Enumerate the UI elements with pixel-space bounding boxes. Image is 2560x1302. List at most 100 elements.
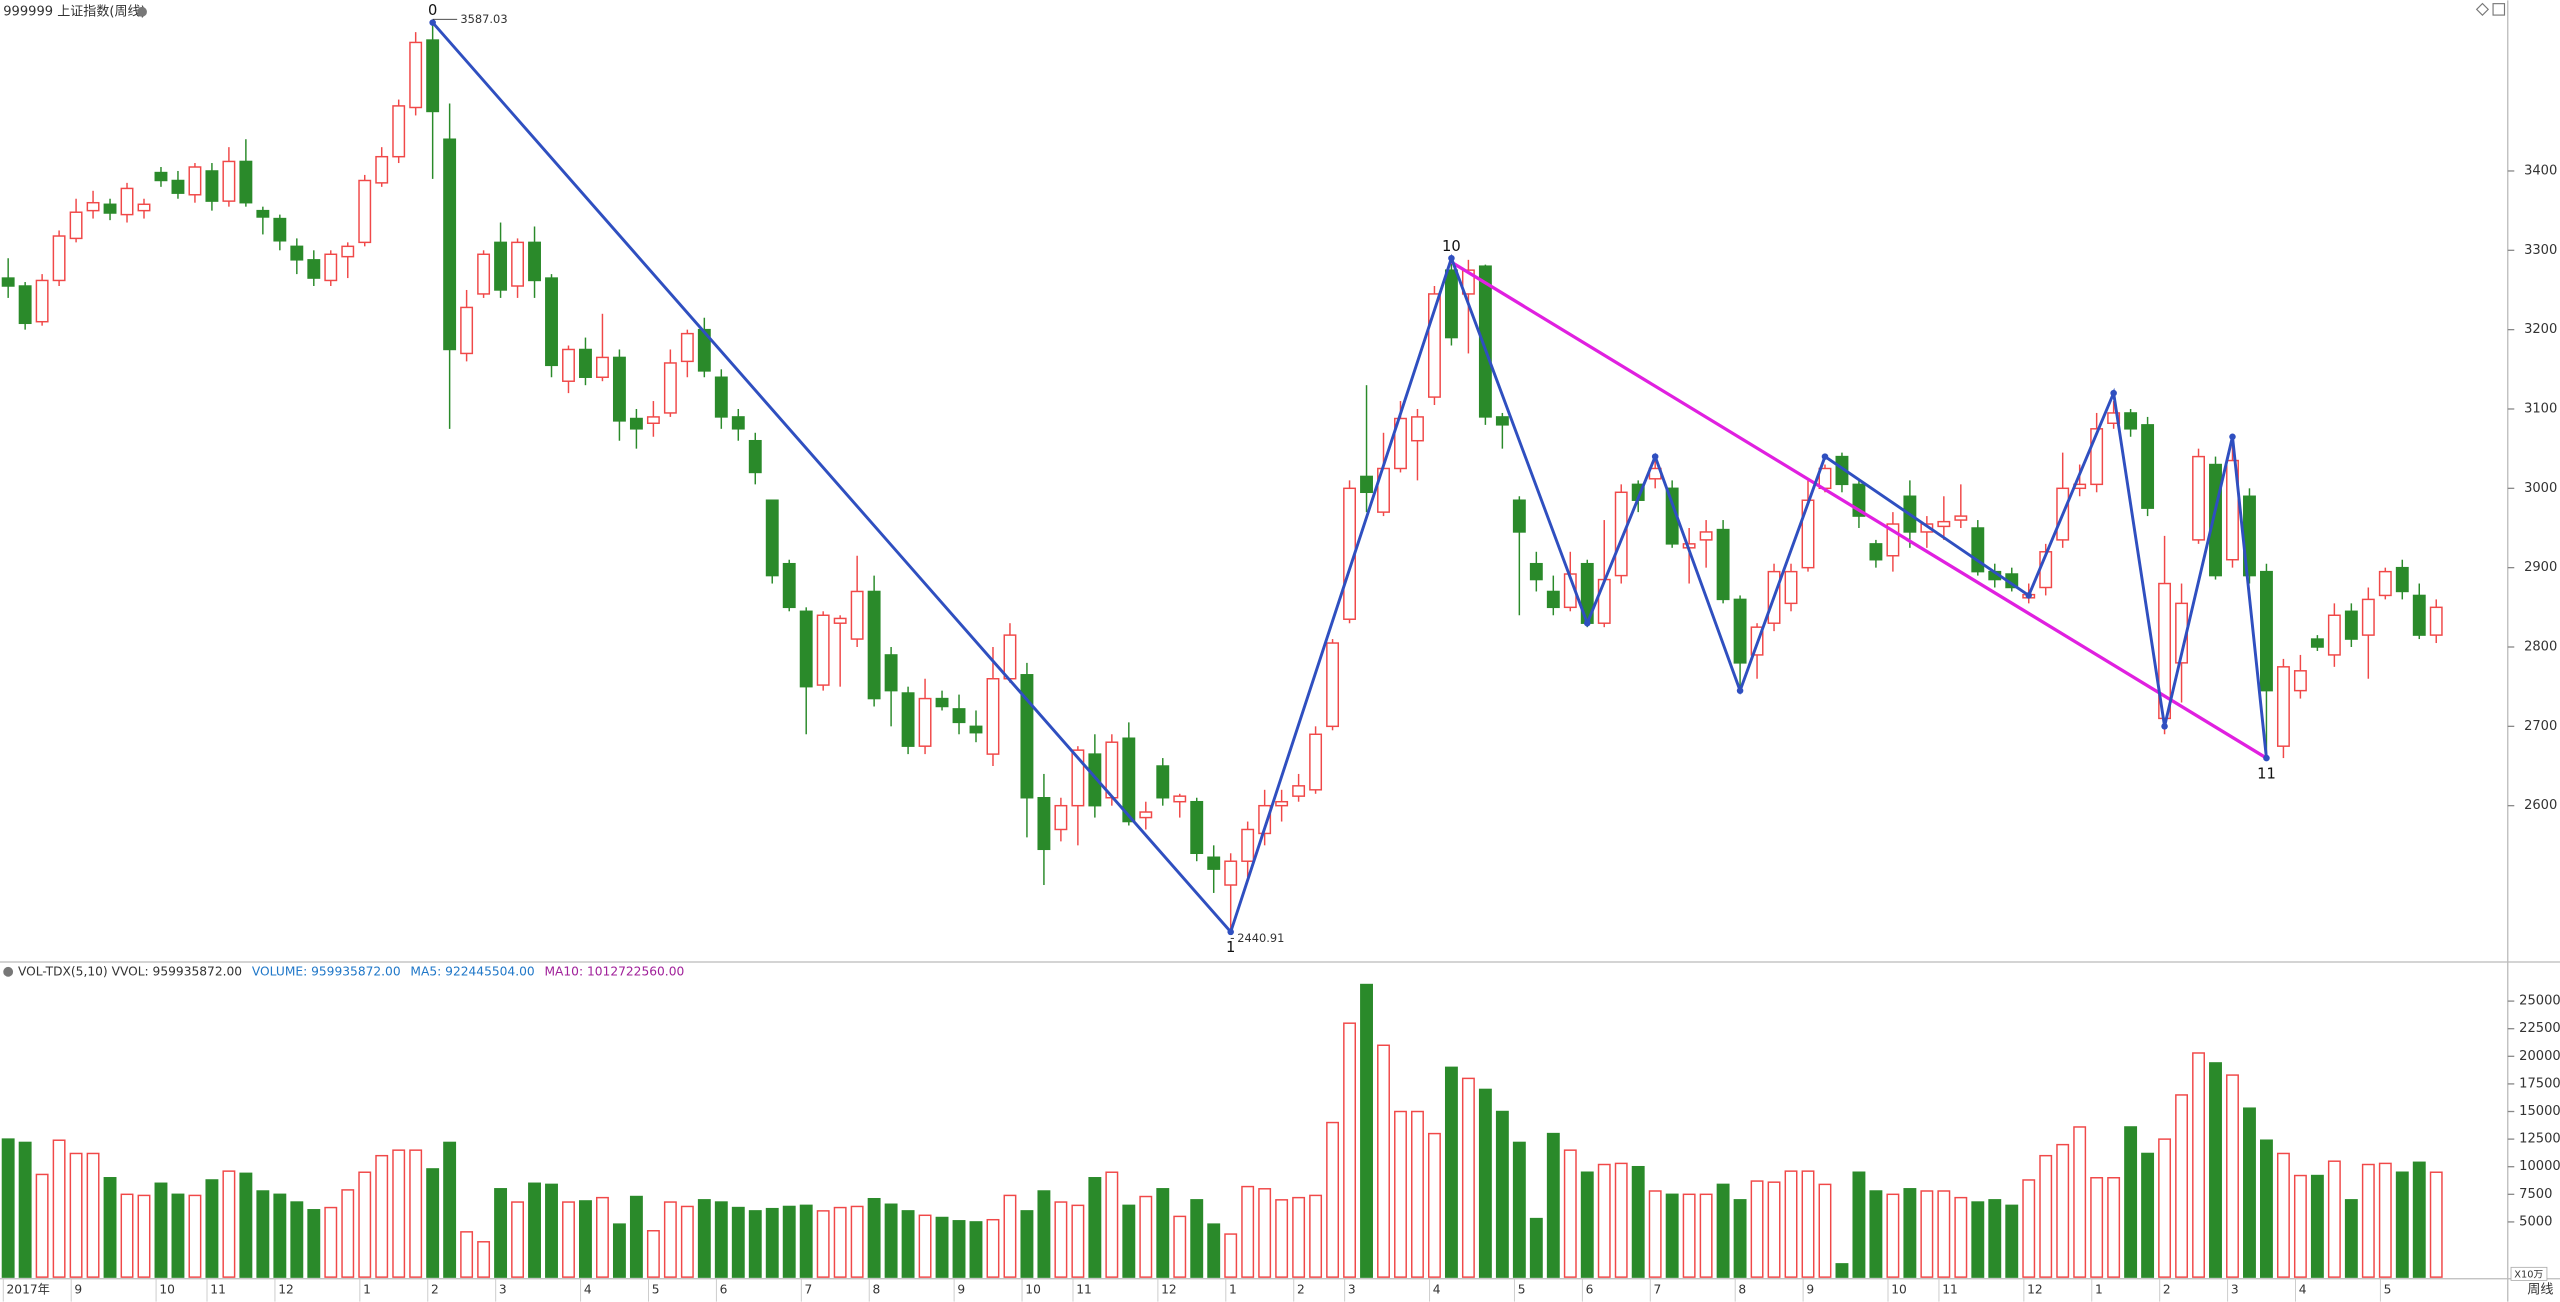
x-tick-label: 3 — [1348, 1283, 1356, 1297]
wave-point — [2263, 754, 2270, 762]
volume-bar — [1258, 1188, 1272, 1278]
y-tick-label: 3100 — [2524, 401, 2557, 416]
volume-bar — [1699, 1193, 1713, 1278]
x-tick-label: 10 — [1891, 1283, 1907, 1297]
title-icon[interactable] — [137, 6, 147, 17]
volume-bar — [222, 1170, 236, 1278]
candle-body — [1784, 570, 1798, 605]
wave-point — [1584, 619, 1591, 627]
candle-body — [1852, 483, 1866, 517]
x-tick-label: 10 — [159, 1283, 175, 1297]
volume-bar — [562, 1201, 575, 1278]
candle-body — [1360, 475, 1373, 494]
volume-bar — [2259, 1139, 2273, 1278]
volume-bar — [1054, 1201, 1068, 1278]
candle-body — [952, 708, 966, 724]
candle-body — [2378, 570, 2392, 597]
candle-body — [731, 416, 745, 430]
wave-point — [1821, 453, 1829, 460]
corner-icon[interactable] — [2492, 3, 2506, 16]
volume-bar — [1088, 1177, 1102, 1278]
volume-bar — [1988, 1199, 2002, 1278]
candle-body — [426, 39, 440, 113]
volume-bar — [1156, 1188, 1170, 1278]
x-tick-label: 11 — [210, 1283, 226, 1297]
candle-body — [918, 697, 932, 747]
candle-body — [1869, 543, 1883, 561]
volume-bar — [2226, 1074, 2239, 1278]
y-tick-label: 2600 — [2524, 798, 2557, 813]
candle-body — [2310, 638, 2324, 648]
candle-body — [273, 217, 287, 242]
volume-bar — [1614, 1162, 1628, 1278]
wave-label: 10 — [1442, 238, 1461, 255]
wave-point — [2229, 433, 2236, 441]
candle-body — [35, 279, 49, 323]
volume-bar — [324, 1206, 338, 1278]
extreme-label: 2440.91 — [1237, 931, 1284, 945]
volume-bar — [1427, 1132, 1441, 1278]
volume-bar — [1105, 1171, 1119, 1278]
x-tick-label: 12 — [1161, 1283, 1177, 1297]
volume-bar — [120, 1193, 134, 1278]
candle-body — [714, 376, 728, 418]
candle-body — [2293, 670, 2307, 692]
volume-bar — [782, 1205, 796, 1278]
y-tick-label: 3300 — [2524, 243, 2557, 258]
volume-bar — [171, 1193, 185, 1278]
candle-body — [1326, 642, 1340, 728]
corner-icon[interactable] — [2475, 2, 2490, 16]
candle-body — [528, 241, 541, 282]
volume-bar — [1852, 1171, 1866, 1278]
volume-bar — [1716, 1183, 1730, 1278]
volume-bar — [358, 1171, 372, 1278]
volume-bar — [1, 1138, 15, 1278]
candle-body — [2124, 412, 2138, 430]
wave-point — [2161, 723, 2168, 730]
volume-bar — [86, 1152, 100, 1278]
volume-bar — [833, 1206, 847, 1278]
volume-bar — [1207, 1223, 1221, 1278]
volume-bar — [494, 1188, 508, 1278]
trend-line — [1450, 260, 2268, 760]
candle-body — [86, 201, 100, 212]
volume-bar — [2175, 1094, 2188, 1278]
volume-bar — [443, 1141, 457, 1278]
candle-body — [1614, 491, 1628, 577]
candle-body — [1173, 795, 1187, 803]
indicator-icon[interactable] — [3, 966, 14, 977]
y-tick-label: 12500 — [2519, 1132, 2560, 1147]
candle-body — [646, 416, 660, 424]
volume-bar — [1495, 1110, 1509, 1278]
candle-body — [1954, 515, 1968, 521]
candle-body — [2344, 610, 2358, 640]
volume-bar — [307, 1209, 321, 1278]
wave-point — [429, 19, 436, 26]
candle-body — [1309, 733, 1323, 791]
candle-body — [1920, 523, 1934, 533]
candle-body — [324, 253, 338, 282]
volume-bar — [2327, 1160, 2341, 1278]
volume-bar — [1224, 1233, 1238, 1278]
volume-bar — [273, 1193, 287, 1278]
y-tick-label: 7500 — [2519, 1187, 2552, 1202]
volume-bar — [2022, 1179, 2036, 1278]
x-tick-label: 9 — [957, 1283, 965, 1297]
volume-bar — [1241, 1185, 1255, 1278]
volume-bar — [2293, 1174, 2307, 1278]
candle-body — [239, 160, 253, 204]
candle-body — [1037, 797, 1051, 851]
x-tick-label: 4 — [1433, 1283, 1441, 1297]
candle-body — [1156, 765, 1170, 799]
volume-bar — [188, 1194, 202, 1278]
candle-body — [867, 590, 881, 700]
candle-body — [2107, 412, 2121, 424]
candle-body — [2141, 424, 2155, 509]
x-tick-label: 2017年 — [7, 1283, 50, 1297]
volume-bar — [1903, 1188, 1917, 1278]
candle-body — [782, 562, 796, 609]
volume-bar — [1971, 1201, 1985, 1278]
candle-body — [69, 211, 83, 240]
x-tick-label: 5 — [2384, 1283, 2392, 1297]
volume-bar — [2378, 1162, 2392, 1278]
